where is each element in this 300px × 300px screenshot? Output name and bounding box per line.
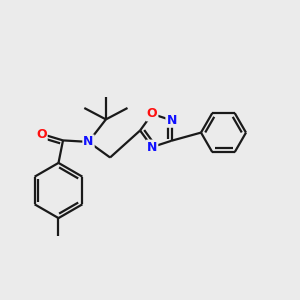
Text: O: O [36, 128, 47, 141]
Text: N: N [147, 140, 157, 154]
Text: N: N [83, 135, 94, 148]
Text: N: N [167, 114, 177, 127]
Text: O: O [147, 107, 158, 121]
